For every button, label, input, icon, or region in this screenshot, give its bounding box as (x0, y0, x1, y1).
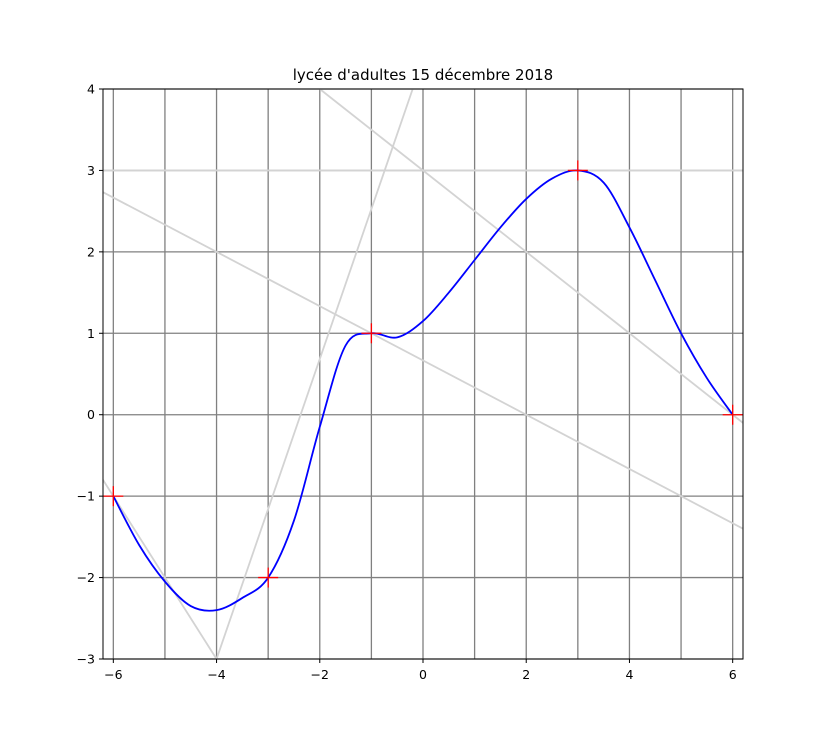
point-marker-3 (567, 160, 588, 181)
point-marker-1 (258, 567, 279, 588)
point-marker-0 (103, 486, 124, 507)
y-tick-label-1: −2 (77, 570, 95, 585)
x-tick-label-3: 0 (419, 667, 427, 682)
y-tick-label-6: 3 (87, 163, 95, 178)
y-tick-label-7: 4 (87, 82, 95, 97)
x-tick-label-1: −4 (207, 667, 225, 682)
curve-line (112, 169, 734, 612)
y-tick-label-5: 2 (87, 244, 95, 259)
y-tick-label-0: −3 (77, 652, 95, 667)
point-marker-4 (722, 404, 743, 425)
y-axis-ticks: −3 −2 −1 0 1 2 3 4 (77, 82, 103, 667)
point-marker-2 (361, 323, 382, 344)
chart-title: lycée d'adultes 15 décembre 2018 (293, 66, 553, 84)
x-axis-ticks: −6 −4 −2 0 2 4 6 (104, 659, 737, 682)
y-tick-label-4: 1 (87, 326, 95, 341)
x-tick-label-4: 2 (522, 667, 530, 682)
y-tick-label-3: 0 (87, 407, 95, 422)
x-tick-label-6: 6 (729, 667, 737, 682)
tangent-line-3 (319, 88, 744, 424)
tangent-line-2 (102, 191, 744, 530)
marked-points (103, 160, 743, 588)
x-tick-label-2: −2 (311, 667, 329, 682)
function-curve (112, 169, 734, 612)
x-tick-label-0: −6 (104, 667, 122, 682)
x-tick-label-5: 4 (625, 667, 633, 682)
y-tick-label-2: −1 (77, 489, 95, 504)
